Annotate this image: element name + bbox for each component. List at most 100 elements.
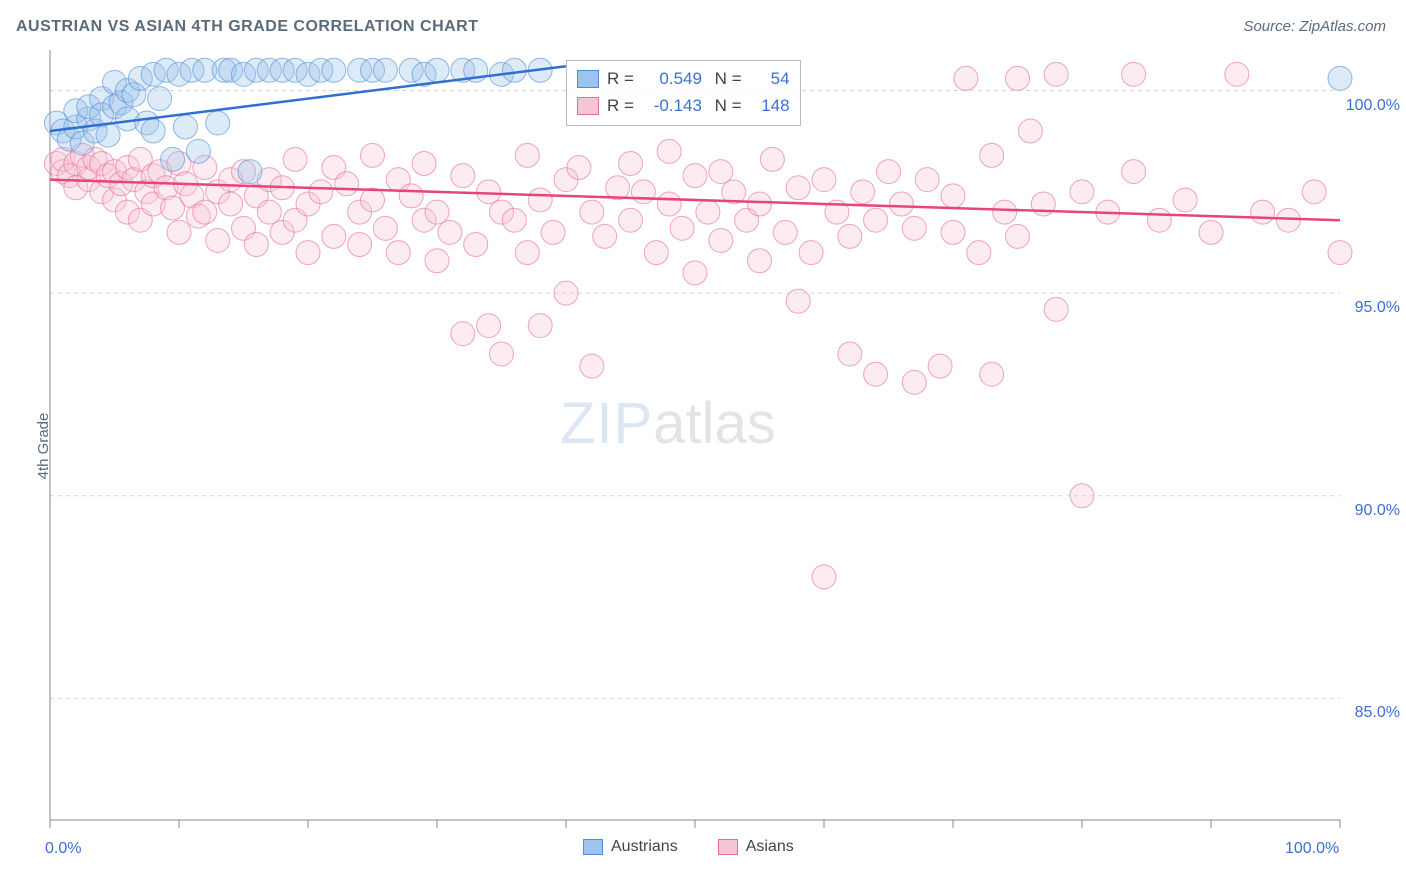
stats-r-value: -0.143 [642, 92, 702, 119]
data-point [864, 208, 888, 232]
data-point [361, 188, 385, 212]
data-point [619, 208, 643, 232]
stats-row: R = 0.549 N = 54 [577, 65, 790, 92]
data-point [851, 180, 875, 204]
data-point [580, 200, 604, 224]
data-point [141, 119, 165, 143]
data-point [657, 192, 681, 216]
data-point [902, 216, 926, 240]
data-point [283, 147, 307, 171]
data-point [696, 200, 720, 224]
legend-item: Asians [718, 838, 794, 856]
data-point [464, 233, 488, 257]
legend-swatch [718, 839, 738, 855]
data-point [322, 224, 346, 248]
data-point [657, 139, 681, 163]
data-point [838, 342, 862, 366]
correlation-stats-box: R = 0.549 N = 54 R = -0.143 N = 148 [566, 60, 801, 126]
data-point [748, 192, 772, 216]
data-point [386, 241, 410, 265]
y-tick-label: 100.0% [1330, 97, 1400, 115]
data-point [515, 143, 539, 167]
data-point [438, 220, 462, 244]
data-point [1006, 66, 1030, 90]
data-point [838, 224, 862, 248]
data-point [1044, 62, 1068, 86]
data-point [1302, 180, 1326, 204]
data-point [980, 362, 1004, 386]
data-point [1276, 208, 1300, 232]
data-point [941, 184, 965, 208]
data-point [490, 342, 514, 366]
data-point [799, 241, 823, 265]
data-point [786, 289, 810, 313]
data-point [1328, 66, 1352, 90]
data-point [954, 66, 978, 90]
data-point [528, 188, 552, 212]
data-point [889, 192, 913, 216]
data-point [1044, 297, 1068, 321]
x-tick-label: 100.0% [1285, 840, 1339, 858]
scatter-plot [0, 0, 1406, 892]
data-point [173, 115, 197, 139]
data-point [451, 164, 475, 188]
data-point [361, 143, 385, 167]
data-point [1225, 62, 1249, 86]
data-point [1251, 200, 1275, 224]
data-point [96, 123, 120, 147]
data-point [786, 176, 810, 200]
data-point [554, 281, 578, 305]
data-point [244, 233, 268, 257]
data-point [928, 354, 952, 378]
data-point [528, 314, 552, 338]
data-point [206, 228, 230, 252]
data-point [348, 233, 372, 257]
data-point [760, 147, 784, 171]
data-point [567, 156, 591, 180]
data-point [309, 180, 333, 204]
data-point [941, 220, 965, 244]
data-point [477, 314, 501, 338]
data-point [864, 362, 888, 386]
data-point [296, 241, 320, 265]
data-point [425, 249, 449, 273]
data-point [1328, 241, 1352, 265]
data-point [748, 249, 772, 273]
data-point [709, 228, 733, 252]
data-point [335, 172, 359, 196]
data-point [967, 241, 991, 265]
data-point [451, 322, 475, 346]
y-tick-label: 95.0% [1330, 299, 1400, 317]
data-point [399, 184, 423, 208]
data-point [683, 261, 707, 285]
data-point [206, 111, 230, 135]
data-point [593, 224, 617, 248]
data-point [1199, 220, 1223, 244]
data-point [425, 58, 449, 82]
data-point [167, 220, 191, 244]
legend-swatch [583, 839, 603, 855]
stats-r-value: 0.549 [642, 65, 702, 92]
data-point [1122, 160, 1146, 184]
data-point [812, 168, 836, 192]
data-point [631, 180, 655, 204]
data-point [1006, 224, 1030, 248]
data-point [1070, 180, 1094, 204]
data-point [709, 160, 733, 184]
legend-swatch [577, 97, 599, 115]
data-point [412, 151, 436, 175]
data-point [161, 147, 185, 171]
data-point [773, 220, 797, 244]
legend-label: Asians [746, 838, 794, 856]
data-point [425, 200, 449, 224]
data-point [541, 220, 565, 244]
data-point [1122, 62, 1146, 86]
y-tick-label: 85.0% [1330, 704, 1400, 722]
data-point [193, 200, 217, 224]
data-point [322, 58, 346, 82]
legend: Austrians Asians [583, 838, 794, 856]
chart-container: AUSTRIAN VS ASIAN 4TH GRADE CORRELATION … [0, 0, 1406, 892]
data-point [148, 87, 172, 111]
data-point [683, 164, 707, 188]
legend-label: Austrians [611, 838, 678, 856]
